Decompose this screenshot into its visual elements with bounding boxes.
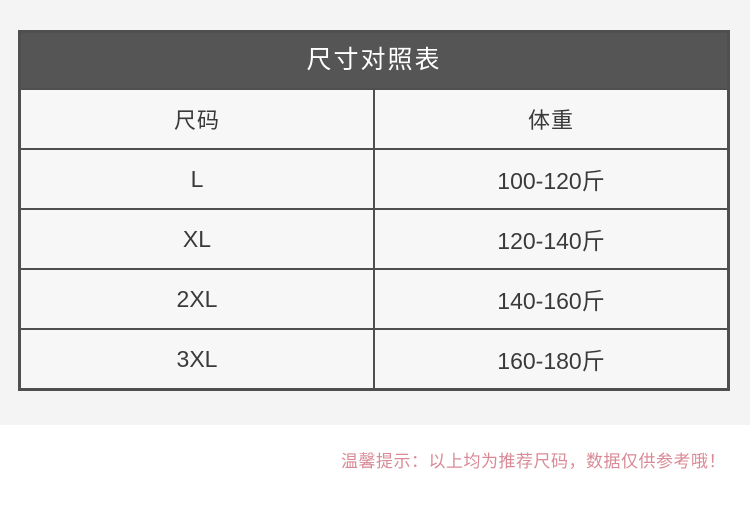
table-header-row: 尺码 体重 — [18, 88, 730, 150]
table-title-row: 尺寸对照表 — [19, 31, 729, 89]
cell-weight: 140-160斤 — [373, 268, 730, 330]
table-body: L 100-120斤 XL 120-140斤 2XL 140-160斤 3XL … — [18, 148, 730, 391]
cell-weight: 160-180斤 — [373, 328, 730, 391]
cell-size: L — [18, 148, 375, 210]
size-chart-table: 尺寸对照表 尺码 体重 L 100-120斤 XL 120-140斤 2XL 1… — [18, 30, 730, 391]
footer-note: 温馨提示：以上均为推荐尺码，数据仅供参考哦！ — [341, 452, 726, 471]
table-row: XL 120-140斤 — [18, 208, 730, 270]
cell-size: 3XL — [18, 328, 375, 391]
cell-weight: 120-140斤 — [373, 208, 730, 270]
cell-size: 2XL — [18, 268, 375, 330]
column-header-size: 尺码 — [18, 88, 375, 150]
table-row: 2XL 140-160斤 — [18, 268, 730, 330]
table-row: L 100-120斤 — [18, 148, 730, 210]
cell-size: XL — [18, 208, 375, 270]
table-row: 3XL 160-180斤 — [18, 328, 730, 391]
cell-weight: 100-120斤 — [373, 148, 730, 210]
table-title: 尺寸对照表 — [19, 31, 729, 89]
column-header-weight: 体重 — [373, 88, 730, 150]
